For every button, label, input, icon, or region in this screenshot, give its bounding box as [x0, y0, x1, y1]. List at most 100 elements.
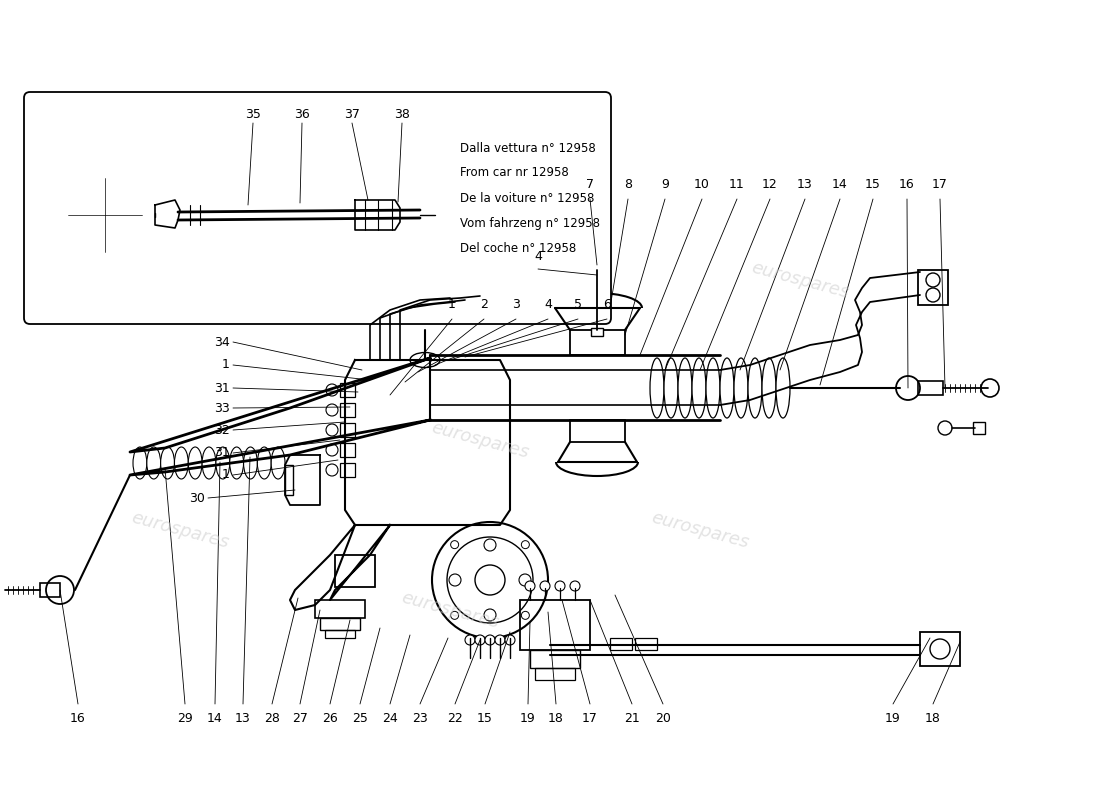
Text: 1: 1 [222, 469, 230, 482]
Circle shape [243, 210, 253, 220]
Circle shape [124, 224, 134, 234]
Circle shape [289, 204, 311, 226]
Bar [315, 600, 365, 618]
FancyBboxPatch shape [24, 92, 611, 324]
Circle shape [294, 209, 306, 221]
Text: 36: 36 [294, 109, 310, 122]
Circle shape [926, 273, 940, 287]
Circle shape [926, 288, 940, 302]
Ellipse shape [188, 447, 202, 479]
Ellipse shape [257, 447, 272, 479]
Text: 22: 22 [447, 711, 463, 725]
Ellipse shape [664, 358, 678, 418]
Ellipse shape [650, 358, 664, 418]
Circle shape [451, 611, 459, 619]
Text: 7: 7 [586, 178, 594, 191]
Ellipse shape [762, 358, 776, 418]
Text: 18: 18 [925, 711, 940, 725]
Bar [920, 632, 960, 666]
Text: 11: 11 [729, 178, 745, 191]
Text: 16: 16 [70, 711, 86, 725]
Text: 8: 8 [624, 178, 632, 191]
Text: 16: 16 [899, 178, 915, 191]
Ellipse shape [175, 447, 188, 479]
Ellipse shape [410, 353, 440, 367]
Text: 18: 18 [548, 711, 564, 725]
Text: 30: 30 [189, 491, 205, 505]
Ellipse shape [216, 447, 230, 479]
Text: 21: 21 [624, 711, 640, 725]
Text: 20: 20 [656, 711, 671, 725]
Circle shape [100, 238, 110, 248]
Text: 31: 31 [214, 382, 230, 394]
Ellipse shape [146, 447, 161, 479]
Circle shape [570, 581, 580, 591]
Text: 2: 2 [480, 298, 488, 311]
Circle shape [465, 635, 475, 645]
Text: 4: 4 [535, 250, 542, 263]
Bar [974, 422, 984, 434]
Circle shape [68, 178, 142, 252]
Circle shape [326, 444, 338, 456]
Ellipse shape [720, 358, 734, 418]
Bar [520, 600, 590, 650]
Text: 23: 23 [412, 711, 428, 725]
Text: eurospares: eurospares [649, 508, 751, 552]
Circle shape [410, 210, 420, 220]
Text: eurospares: eurospares [429, 418, 531, 462]
Text: eurospares: eurospares [129, 508, 231, 552]
Text: 19: 19 [886, 711, 901, 725]
Bar [320, 618, 360, 630]
Ellipse shape [678, 358, 692, 418]
Text: 14: 14 [207, 711, 223, 725]
Bar [285, 465, 293, 495]
Circle shape [519, 574, 531, 586]
Circle shape [495, 635, 505, 645]
Text: 17: 17 [582, 711, 598, 725]
Text: 10: 10 [694, 178, 710, 191]
Circle shape [326, 464, 338, 476]
Text: 24: 24 [382, 711, 398, 725]
Text: 34: 34 [214, 335, 230, 349]
Text: 1: 1 [448, 298, 455, 311]
Bar [530, 650, 580, 668]
Circle shape [540, 581, 550, 591]
Text: eurospares: eurospares [399, 588, 501, 632]
Text: 28: 28 [264, 711, 279, 725]
Text: 15: 15 [477, 711, 493, 725]
Circle shape [505, 635, 515, 645]
Text: 26: 26 [322, 711, 338, 725]
Bar [336, 555, 375, 587]
Circle shape [326, 424, 338, 436]
Ellipse shape [734, 358, 748, 418]
Bar [535, 668, 575, 680]
Bar [610, 638, 632, 650]
Ellipse shape [243, 447, 257, 479]
Bar [40, 583, 60, 597]
Text: De la voiture n° 12958: De la voiture n° 12958 [460, 191, 594, 205]
Bar [324, 630, 355, 638]
Circle shape [981, 379, 999, 397]
Text: 4: 4 [544, 298, 552, 311]
Text: Dalla vettura n° 12958: Dalla vettura n° 12958 [460, 142, 596, 154]
Ellipse shape [202, 447, 216, 479]
Circle shape [521, 541, 529, 549]
Circle shape [938, 421, 952, 435]
Bar [570, 420, 625, 442]
Circle shape [432, 522, 548, 638]
Ellipse shape [748, 358, 762, 418]
Text: 13: 13 [235, 711, 251, 725]
Circle shape [930, 639, 950, 659]
Text: 17: 17 [932, 178, 948, 191]
Circle shape [484, 609, 496, 621]
Circle shape [239, 206, 257, 224]
Ellipse shape [776, 358, 790, 418]
Text: Del coche n° 12958: Del coche n° 12958 [460, 242, 576, 254]
Text: From car nr 12958: From car nr 12958 [460, 166, 569, 179]
Circle shape [76, 224, 86, 234]
Text: 12: 12 [762, 178, 778, 191]
Text: 25: 25 [352, 711, 367, 725]
Circle shape [92, 202, 118, 228]
Ellipse shape [161, 447, 175, 479]
Text: 35: 35 [245, 109, 261, 122]
